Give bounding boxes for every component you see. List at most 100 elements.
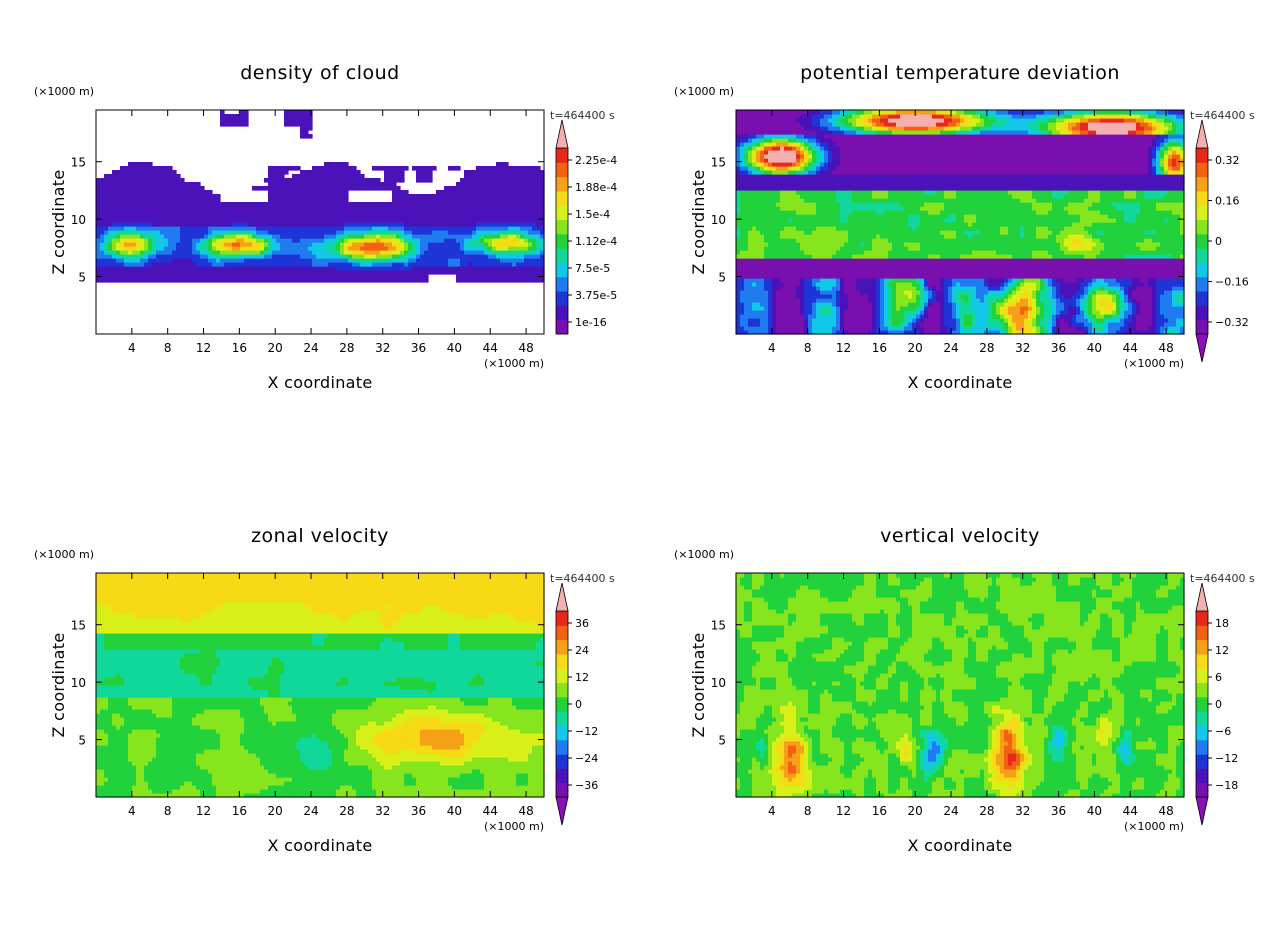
field-cell [884,294,889,299]
field-cell [1108,302,1113,307]
field-cell [160,202,165,207]
field-cell [492,230,497,235]
field-cell [328,182,333,187]
field-cell [172,258,177,263]
field-cell [128,166,133,171]
field-cell [1024,266,1029,271]
field-cell [904,294,909,299]
field-cell [1036,326,1041,331]
field-cell [220,254,225,259]
field-cell [476,270,481,275]
colorbar-segment [556,233,568,249]
field-cell [228,114,233,119]
field-cell [268,210,273,215]
field-cell [384,254,389,259]
field-cell [892,318,897,323]
field-cell [488,278,493,283]
field-cell [796,286,801,291]
field-cell [132,190,137,195]
field-cell [744,274,749,279]
field-cell [204,262,209,267]
field-cell [1076,326,1081,331]
field-cell [352,182,357,187]
field-cell [1128,286,1133,291]
field-cell [316,178,321,183]
field-cell [132,202,137,207]
field-cell [1084,322,1089,327]
field-cell [832,274,837,279]
field-cell [736,294,741,299]
field-cell [224,266,229,271]
field-cell [800,330,805,335]
field-cell [1128,302,1133,307]
field-cell [972,318,977,323]
field-cell [1136,282,1141,287]
field-cell [812,298,817,303]
field-cell [456,202,461,207]
field-cell [1000,302,1005,307]
field-cell [392,186,397,191]
field-cell [260,258,265,263]
field-cell [288,246,293,251]
field-cell [848,294,853,299]
field-cell [400,266,405,271]
field-cell [124,246,129,251]
field-cell [484,222,489,227]
field-cell [804,266,809,271]
field-cell [984,318,989,323]
field-cell [744,266,749,271]
field-cell [124,222,129,227]
field-cell [812,266,817,271]
field-cell [1036,266,1041,271]
field-cell [432,266,437,271]
field-cell [172,222,177,227]
field-cell [824,270,829,275]
field-cell [256,258,261,263]
field-cell [748,282,753,287]
field-cell [140,266,145,271]
field-cell [140,222,145,227]
field-cell [252,254,257,259]
field-cell [1052,274,1057,279]
field-cell [1152,294,1157,299]
field-cell [400,214,405,219]
x-unit-label: (×1000 m) [484,357,544,370]
field-cell [764,318,769,323]
field-cell [1088,326,1093,331]
field-cell [272,194,277,199]
field-cell [340,278,345,283]
field-cell [992,310,997,315]
field-cell [124,178,129,183]
field-cell [1076,270,1081,275]
field-cell [1080,294,1085,299]
field-cell [760,294,765,299]
field-cell [184,206,189,211]
field-cell [912,310,917,315]
y-tick-label: 5 [78,271,86,285]
field-cell [432,214,437,219]
field-cell [456,258,461,263]
field-cell [976,318,981,323]
field-cell [116,262,121,267]
field-cell [380,222,385,227]
field-cell [256,246,261,251]
field-cell [388,222,393,227]
field-cell [516,262,521,267]
field-cell [344,166,349,171]
field-cell [304,266,309,271]
field-cell [464,222,469,227]
field-cell [512,230,517,235]
field-cell [424,226,429,231]
field-cell [868,318,873,323]
field-cell [468,266,473,271]
field-cell [1060,274,1065,279]
field-cell [408,258,413,263]
field-cell [416,214,421,219]
field-cell [824,310,829,315]
field-cell [1180,298,1185,303]
field-cell [136,274,141,279]
field-cell [236,118,241,123]
field-cell [348,270,353,275]
field-cell [924,282,929,287]
field-cell [152,242,157,247]
